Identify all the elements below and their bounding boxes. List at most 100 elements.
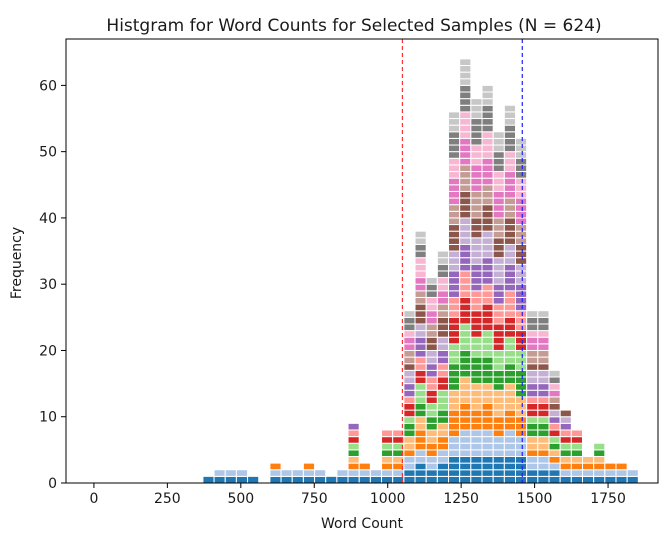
- bar-segment: [448, 137, 461, 146]
- bar-segment: [526, 409, 539, 418]
- bar-segment: [448, 157, 461, 166]
- bar-segment: [414, 383, 427, 391]
- bar-segment: [481, 416, 494, 424]
- bar-segment: [492, 217, 505, 226]
- bar-segment: [425, 323, 438, 332]
- bar-segment: [481, 250, 494, 259]
- bar-segment: [559, 416, 572, 424]
- bar-segment: [481, 270, 494, 279]
- bar-segment: [403, 455, 416, 464]
- bar-segment: [269, 475, 282, 484]
- bar-segment: [492, 277, 505, 285]
- bar-segment: [481, 237, 494, 245]
- bar-segment: [425, 422, 438, 431]
- bar-segment: [470, 336, 483, 345]
- bar-segment: [503, 429, 517, 438]
- bar-segment: [459, 118, 472, 126]
- bar-segment: [503, 197, 517, 206]
- bar-segment: [448, 263, 461, 272]
- bar-segment: [537, 376, 550, 385]
- bar-segment: [448, 144, 461, 153]
- bar-segment: [459, 323, 472, 332]
- bar-segment: [436, 356, 450, 365]
- bar-segment: [448, 436, 461, 444]
- histogram-bar: [581, 455, 595, 484]
- bar-segment: [503, 416, 517, 424]
- histogram-bar: [325, 475, 338, 484]
- bar-segment: [526, 455, 539, 464]
- bar-segment: [492, 330, 505, 338]
- y-tick-label: 10: [39, 410, 57, 426]
- bar-segment: [448, 283, 461, 292]
- bar-segment: [448, 310, 461, 318]
- bar-segment: [526, 310, 539, 318]
- bar-segment: [470, 310, 483, 318]
- bar-segment: [448, 429, 461, 438]
- bar-segment: [459, 250, 472, 259]
- bar-segment: [403, 396, 416, 404]
- bar-segment: [515, 462, 528, 471]
- bar-segment: [481, 442, 494, 451]
- bar-segment: [448, 164, 461, 173]
- bar-segment: [537, 349, 550, 358]
- bar-segment: [604, 475, 617, 484]
- bar-segment: [481, 462, 494, 471]
- bar-segment: [470, 270, 483, 279]
- bar-segment: [459, 310, 472, 318]
- bar-segment: [403, 469, 416, 477]
- bar-segment: [414, 422, 427, 431]
- bar-segment: [515, 429, 528, 438]
- bar-segment: [224, 469, 237, 477]
- x-tick-label: 0: [89, 491, 98, 507]
- histogram-bar: [436, 250, 450, 484]
- bar-segment: [470, 363, 483, 371]
- bar-segment: [593, 469, 606, 477]
- bar-segment: [470, 469, 483, 477]
- bar-segment: [526, 356, 539, 365]
- bar-segment: [481, 449, 494, 457]
- histogram-bar: [247, 475, 260, 484]
- bar-segment: [448, 151, 461, 159]
- bar-segment: [425, 356, 438, 365]
- bar-segment: [481, 217, 494, 226]
- bar-segment: [481, 184, 494, 192]
- bar-segment: [403, 343, 416, 351]
- bar-segment: [414, 250, 427, 259]
- bar-segment: [503, 296, 517, 305]
- histogram-bar: [369, 469, 383, 484]
- bar-segment: [604, 469, 617, 477]
- bar-segment: [503, 204, 517, 212]
- bar-segment: [470, 369, 483, 378]
- bar-segment: [448, 376, 461, 385]
- bar-segment: [526, 330, 539, 338]
- reference-lines: [401, 39, 523, 483]
- bar-segment: [358, 469, 371, 477]
- bar-segment: [537, 402, 550, 411]
- bar-segment: [403, 310, 416, 318]
- bar-segment: [503, 104, 517, 113]
- bar-segment: [414, 283, 427, 292]
- bar-segment: [515, 217, 528, 226]
- bar-segment: [414, 336, 427, 345]
- bar-segment: [537, 449, 550, 457]
- histogram-bar: [403, 310, 416, 484]
- bar-segment: [381, 429, 394, 438]
- histogram-bar: [470, 98, 483, 484]
- bar-segment: [515, 323, 528, 332]
- bar-segment: [436, 343, 450, 351]
- bar-segment: [414, 323, 427, 332]
- bar-segment: [492, 144, 505, 153]
- bar-segment: [280, 469, 293, 477]
- bar-segment: [403, 442, 416, 451]
- bar-segment: [515, 330, 528, 338]
- bar-segment: [381, 449, 394, 457]
- bar-segment: [481, 383, 494, 391]
- bar-segment: [414, 270, 427, 279]
- bar-segment: [559, 429, 572, 438]
- bar-segment: [425, 310, 438, 318]
- bar-segment: [470, 137, 483, 146]
- bar-segment: [537, 422, 550, 431]
- bar-segment: [448, 303, 461, 312]
- bar-segment: [425, 462, 438, 471]
- chart-title: Histgram for Word Counts for Selected Sa…: [106, 16, 601, 36]
